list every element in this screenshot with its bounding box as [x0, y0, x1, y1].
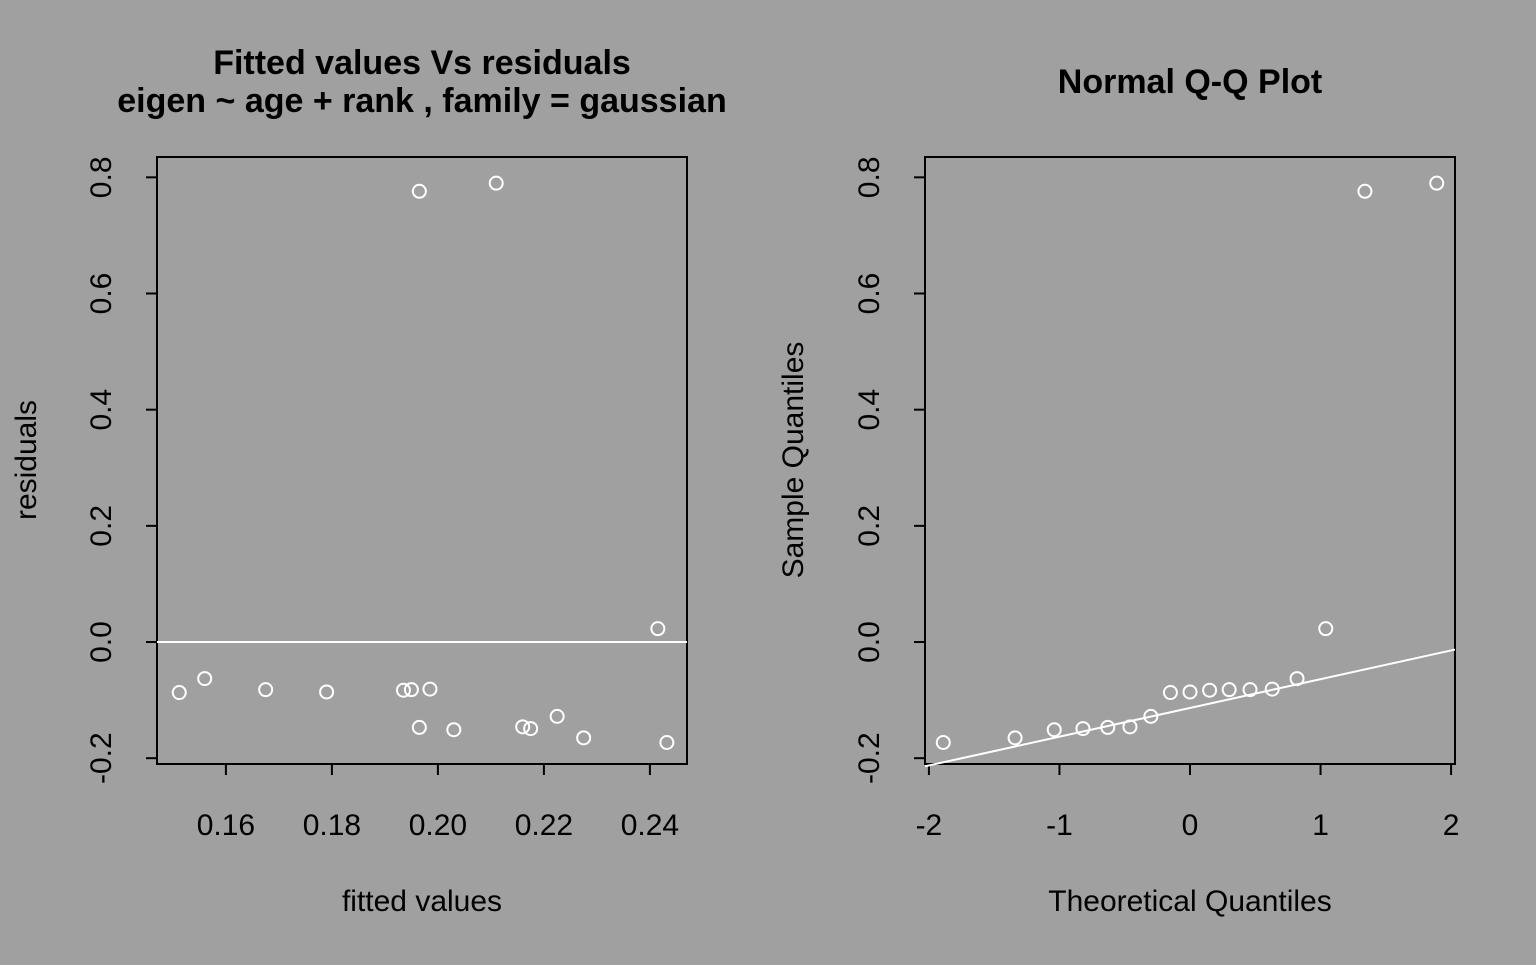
qq-data-point — [1046, 722, 1062, 738]
residuals-x-tick-label: 0.24 — [621, 809, 679, 842]
residuals-panel: Fitted values Vs residuals eigen ~ age +… — [10, 44, 727, 918]
residuals-x-axis-label: fitted values — [342, 885, 502, 918]
residuals-data-point — [319, 684, 335, 700]
residuals-data-point — [197, 671, 213, 687]
qq-data-point — [1007, 730, 1023, 746]
qq-data-point — [1264, 681, 1280, 697]
qq-data-point — [1429, 175, 1445, 191]
qq-data-point — [1242, 682, 1258, 698]
qq-data-point — [1122, 719, 1138, 735]
residuals-data-point — [411, 719, 427, 735]
qq-y-tick-label: 0.8 — [853, 156, 886, 198]
residuals-data-point — [650, 621, 666, 637]
qq-y-tick-label: -0.2 — [853, 732, 886, 784]
qq-x-tick-label: -1 — [1046, 809, 1073, 842]
residuals-data-point — [171, 685, 187, 701]
qq-data-point — [1202, 682, 1218, 698]
residuals-plot-frame — [156, 156, 688, 765]
qq-data-point — [1182, 684, 1198, 700]
qq-y-tick-label: 0.6 — [853, 273, 886, 315]
qq-plot-area: -2 -1 0 1 2 -0.2 0.0 0.2 0.4 0.6 0.8 — [853, 156, 1459, 842]
residuals-chart-title-line-2: eigen ~ age + rank , family = gaussian — [117, 82, 726, 120]
qq-x-axis-label: Theoretical Quantiles — [1048, 885, 1331, 918]
residuals-y-tick-label: 0.6 — [85, 273, 118, 315]
residuals-x-tick-label: 0.18 — [303, 809, 361, 842]
qq-plot-frame — [924, 156, 1456, 765]
residuals-data-point — [258, 682, 274, 698]
qq-data-point — [1221, 682, 1237, 698]
residuals-data-point — [549, 708, 565, 724]
qq-y-axis-label: Sample Quantiles — [777, 342, 810, 579]
qq-data-point — [935, 735, 951, 751]
qq-x-tick-label: 1 — [1312, 809, 1329, 842]
qq-x-tick-label: 0 — [1182, 809, 1199, 842]
qq-data-point — [1143, 708, 1159, 724]
residuals-x-tick-label: 0.16 — [197, 809, 255, 842]
qq-data-point — [1289, 671, 1305, 687]
residuals-chart-title-line-1: Fitted values Vs residuals — [213, 44, 631, 82]
residuals-data-point — [395, 682, 411, 698]
qq-qq-reference-line — [924, 648, 1456, 768]
residuals-data-point — [523, 721, 539, 737]
residuals-y-tick-label: 0.8 — [85, 156, 118, 198]
qq-x-tick-label: -2 — [916, 809, 943, 842]
residuals-y-axis-label: residuals — [10, 400, 43, 520]
qq-data-point — [1162, 685, 1178, 701]
residuals-plot-area: 0.16 0.18 0.20 0.22 0.24 -0.2 0.0 0.2 0.4 0.6 0.8 — [85, 156, 688, 842]
residuals-data-point — [659, 735, 675, 751]
residuals-y-tick-label: 0.0 — [85, 621, 118, 663]
residuals-x-tick-label: 0.22 — [515, 809, 573, 842]
residuals-data-point — [488, 175, 504, 191]
qq-y-tick-label: 0.2 — [853, 505, 886, 547]
qq-panel: Normal Q-Q Plot Theoretical Quantiles Sa… — [777, 63, 1459, 918]
residuals-data-point — [411, 183, 427, 199]
residuals-data-point — [576, 730, 592, 746]
residuals-y-tick-label: -0.2 — [85, 732, 118, 784]
residuals-data-point — [422, 681, 438, 697]
residuals-y-tick-label: 0.2 — [85, 505, 118, 547]
qq-chart-title: Normal Q-Q Plot — [1058, 63, 1322, 101]
qq-x-tick-label: 2 — [1443, 809, 1460, 842]
residuals-data-point — [446, 722, 462, 738]
residuals-y-tick-label: 0.4 — [85, 389, 118, 431]
qq-data-point — [1075, 721, 1091, 737]
qq-data-point — [1318, 621, 1334, 637]
qq-data-point — [1357, 183, 1373, 199]
residuals-data-point — [403, 682, 419, 698]
residuals-x-tick-label: 0.20 — [409, 809, 467, 842]
residuals-data-point — [515, 719, 531, 735]
qq-y-tick-label: 0.4 — [853, 389, 886, 431]
qq-y-tick-label: 0.0 — [853, 621, 886, 663]
qq-data-point — [1100, 719, 1116, 735]
